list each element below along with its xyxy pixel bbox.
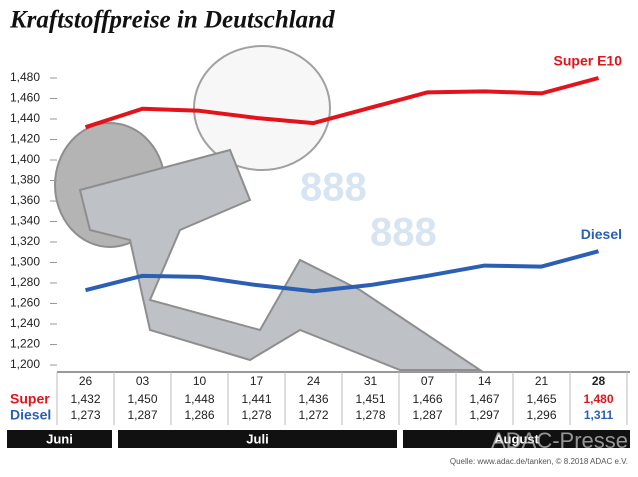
value-label: 1,297 <box>469 408 499 422</box>
y-tick-label: 1,260 <box>10 296 40 310</box>
x-tick-label: 07 <box>421 374 435 388</box>
x-tick-label: 03 <box>136 374 150 388</box>
value-label: 1,296 <box>526 408 556 422</box>
x-tick-label: 28 <box>592 374 606 388</box>
display-digits: 888 <box>370 211 437 255</box>
value-label: 1,273 <box>70 408 100 422</box>
y-tick-label: 1,360 <box>10 193 40 207</box>
y-tick-label: 1,480 <box>10 70 40 84</box>
value-label: 1,467 <box>469 392 499 406</box>
month-label: Juni <box>46 431 73 446</box>
value-label: 1,441 <box>241 392 271 406</box>
y-tick-label: 1,420 <box>10 132 40 146</box>
month-label: Juli <box>246 431 268 446</box>
row-label: Super <box>10 391 50 407</box>
x-tick-label: 14 <box>478 374 492 388</box>
y-tick-label: 1,400 <box>10 152 40 166</box>
value-label: 1,311 <box>584 408 614 422</box>
x-tick-label: 26 <box>79 374 93 388</box>
chart-title: Kraftstoffpreise in Deutschland <box>9 7 335 34</box>
month-label: August <box>494 431 539 446</box>
y-tick-label: 1,220 <box>10 337 40 351</box>
watermark: ADAC-Presse <box>491 428 628 453</box>
value-label: 1,466 <box>412 392 442 406</box>
y-tick-label: 1,240 <box>10 316 40 330</box>
x-tick-label: 10 <box>193 374 207 388</box>
y-tick-label: 1,200 <box>10 357 40 371</box>
value-label: 1,448 <box>184 392 214 406</box>
y-tick-label: 1,320 <box>10 234 40 248</box>
x-tick-label: 17 <box>250 374 264 388</box>
value-label: 1,287 <box>412 408 442 422</box>
value-label: 1,432 <box>70 392 100 406</box>
value-label: 1,465 <box>526 392 556 406</box>
y-tick-label: 1,280 <box>10 275 40 289</box>
x-tick-label: 31 <box>364 374 378 388</box>
value-label: 1,286 <box>184 408 214 422</box>
row-label: Diesel <box>10 407 51 423</box>
source: Quelle: www.adac.de/tanken, © 8.2018 ADA… <box>450 457 628 466</box>
value-label: 1,287 <box>127 408 157 422</box>
series-label: Diesel <box>581 226 622 242</box>
value-label: 1,436 <box>298 392 328 406</box>
value-label: 1,480 <box>583 392 613 406</box>
y-tick-label: 1,460 <box>10 91 40 105</box>
y-tick-label: 1,340 <box>10 214 40 228</box>
x-tick-label: 21 <box>535 374 549 388</box>
display-digits: 888 <box>300 166 367 210</box>
y-tick-label: 1,380 <box>10 173 40 187</box>
month-bar <box>403 430 630 448</box>
value-label: 1,450 <box>127 392 157 406</box>
pump-illustration: 888 888 <box>54 45 484 371</box>
x-tick-label: 24 <box>307 374 321 388</box>
month-bar <box>7 430 112 448</box>
y-tick-label: 1,300 <box>10 255 40 269</box>
series-line <box>85 249 600 294</box>
value-label: 1,272 <box>298 408 328 422</box>
value-label: 1,278 <box>241 408 271 422</box>
y-tick-label: 1,440 <box>10 111 40 125</box>
series-line <box>84 76 600 130</box>
series-label: Super E10 <box>554 53 623 69</box>
value-label: 1,278 <box>355 408 385 422</box>
month-bar <box>118 430 397 448</box>
value-label: 1,451 <box>355 392 385 406</box>
